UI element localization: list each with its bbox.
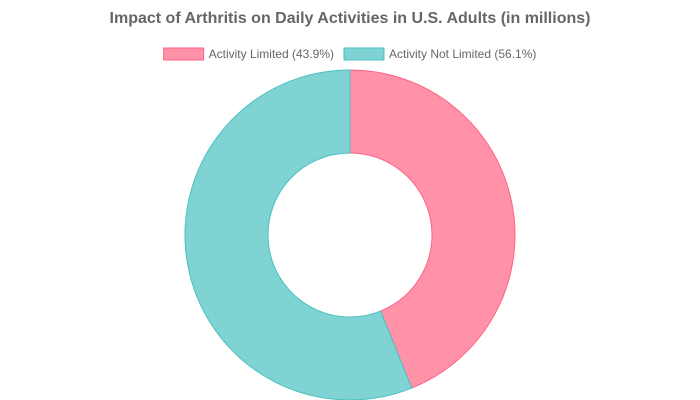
- legend-swatch: [163, 47, 205, 61]
- legend: Activity Limited (43.9%) Activity Not Lim…: [163, 47, 536, 61]
- legend-label: Activity Limited (43.9%): [209, 47, 334, 61]
- legend-swatch: [343, 47, 385, 61]
- chart-title: Impact of Arthritis on Daily Activities …: [110, 10, 591, 27]
- doughnut-slice: [349, 69, 516, 389]
- doughnut-slice: [184, 69, 413, 400]
- legend-label: Activity Not Limited (56.1%): [389, 47, 536, 61]
